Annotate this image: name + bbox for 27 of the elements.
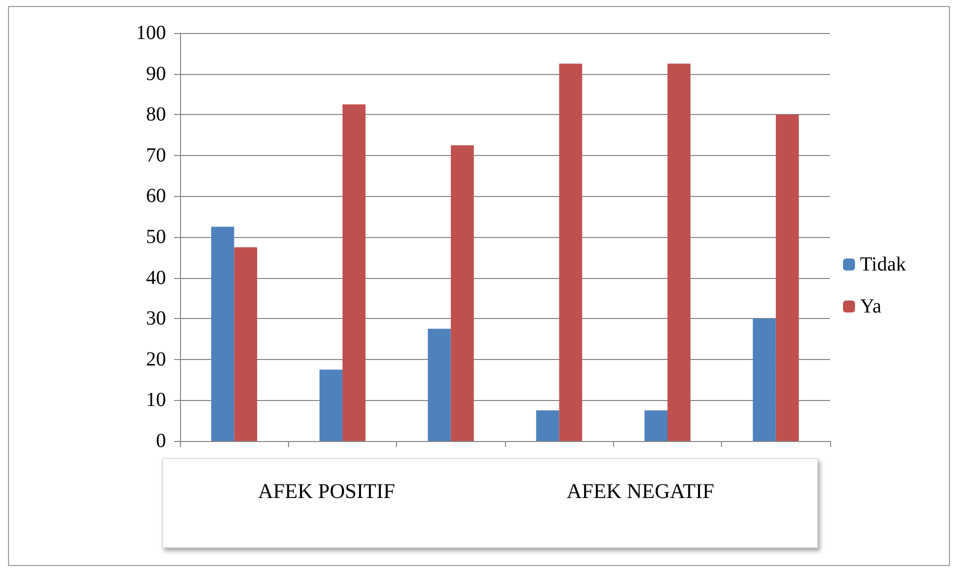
text: AFEK NEGATIF [566,479,714,504]
y-tick-label: 50 [146,226,166,248]
text: AFEK POSITIF [258,479,396,504]
y-tick-label: 80 [146,104,166,126]
y-tick-label: 60 [146,185,166,208]
legend-label: Tidak [860,254,906,276]
y-tick-label: 30 [146,308,166,330]
legend-label: Ya [860,296,882,318]
bar [776,114,799,441]
y-tick-label: 20 [146,348,166,370]
bar [752,318,776,441]
bar [668,64,690,441]
bar [450,145,474,441]
y-tick-label: 70 [146,144,166,166]
bar [342,104,366,441]
y-tick-label: 10 [146,389,166,412]
bar [536,410,560,441]
y-tick-label: 40 [146,266,166,289]
bar [428,328,451,441]
bar [644,410,668,441]
y-tick-label: 90 [146,62,166,85]
bar [211,226,234,441]
y-tick-label: 100 [136,22,166,44]
bar [320,370,342,441]
bar [559,64,582,441]
y-tick-label: 0 [156,430,166,452]
bar [234,247,258,441]
